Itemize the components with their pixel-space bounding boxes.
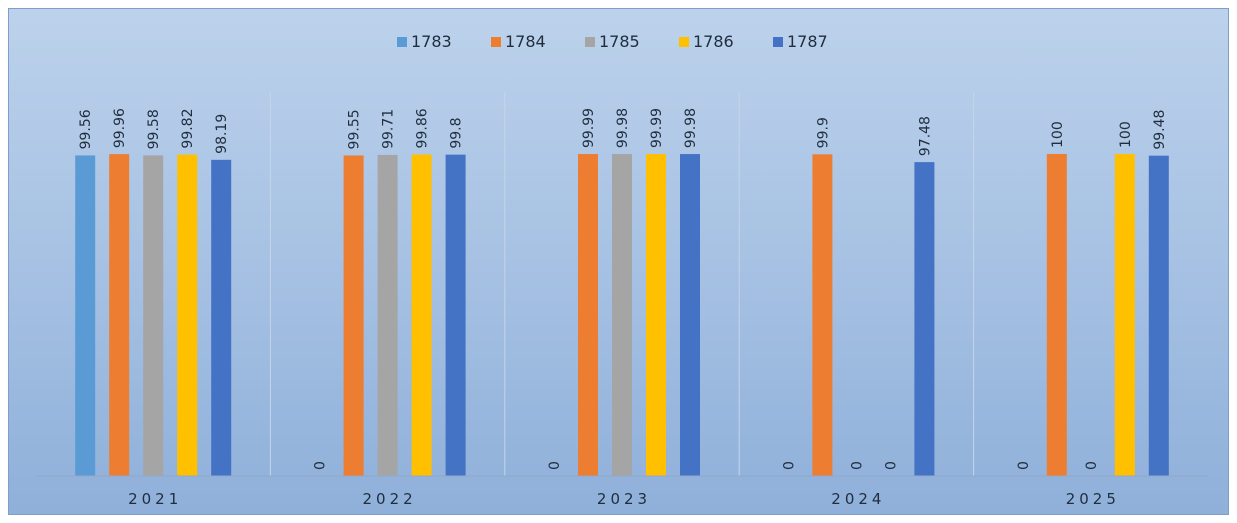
legend-swatch-1785 (585, 37, 595, 47)
bars (75, 154, 1169, 477)
legend-swatch-1787 (773, 37, 783, 47)
bar-2025-1784 (1046, 154, 1067, 476)
data-label-2024-1783: 0 (781, 461, 797, 470)
data-label-2024-1786: 0 (883, 461, 899, 470)
data-label-2025-1785: 0 (1084, 461, 1100, 470)
data-label-2022-1784: 99.55 (347, 109, 363, 149)
data-label-2021-1786: 99.82 (180, 108, 196, 148)
data-label-2023-1783: 0 (547, 461, 563, 470)
data-label-2021-1785: 99.58 (146, 109, 162, 149)
x-tick-label-2022: 2022 (363, 490, 417, 508)
data-label-2023-1787: 99.98 (683, 108, 699, 148)
bar-2021-1786 (177, 154, 198, 477)
x-tick-label-2025: 2025 (1066, 490, 1120, 508)
bar-2021-1784 (109, 154, 130, 477)
data-label-2025-1787: 99.48 (1152, 110, 1168, 150)
bar-2023-1784 (578, 154, 598, 476)
x-tick-label-2021: 2021 (128, 490, 182, 508)
data-label-2025-1784: 100 (1050, 121, 1066, 148)
bar-2021-1785 (143, 155, 164, 476)
x-axis-ticks: 2021 2022 2023 2024 2025 (128, 490, 1120, 508)
x-tick-label-2024: 2024 (831, 490, 885, 508)
bar-2021-1783 (75, 155, 96, 476)
data-label-2021-1784: 99.96 (112, 108, 128, 148)
bar-2025-1786 (1114, 154, 1135, 476)
legend-label-1787: 1787 (787, 32, 828, 51)
bar-2021-1787 (211, 159, 232, 477)
bar-2023-1786 (646, 154, 666, 476)
data-label-2025-1786: 100 (1118, 121, 1134, 148)
data-label-2022-1785: 99.71 (381, 109, 397, 149)
data-label-2023-1786: 99.99 (649, 108, 665, 148)
bar-2022-1785 (377, 154, 398, 476)
data-label-2021-1783: 99.56 (78, 109, 94, 149)
legend: 1783 1784 1785 1786 1787 (397, 32, 828, 51)
data-label-2021-1787: 98.19 (214, 114, 230, 154)
legend-swatch-1783 (397, 37, 407, 47)
legend-label-1786: 1786 (693, 32, 734, 51)
x-tick-label-2023: 2023 (597, 490, 651, 508)
data-label-2022-1783: 0 (313, 461, 329, 470)
data-label-2023-1785: 99.98 (615, 108, 631, 148)
bar-2025-1787 (1148, 155, 1169, 477)
data-label-2024-1785: 0 (849, 461, 865, 470)
legend-label-1784: 1784 (505, 32, 546, 51)
data-label-2022-1786: 99.86 (415, 108, 431, 148)
legend-label-1785: 1785 (599, 32, 640, 51)
data-label-2024-1784: 99.9 (815, 117, 831, 148)
data-labels: 99.56 99.96 99.58 99.82 98.19 0 99.55 99.71 99.8… (78, 108, 1168, 470)
category-separators (269, 92, 975, 476)
bar-2022-1786 (411, 154, 432, 476)
bar-2024-1787 (914, 162, 935, 477)
data-label-2024-1787: 97.48 (917, 116, 933, 156)
bar-2023-1785 (612, 154, 632, 477)
bar-2023-1787 (680, 154, 700, 477)
legend-swatch-1784 (491, 37, 501, 47)
bar-2022-1784 (343, 155, 364, 476)
data-label-2023-1784: 99.99 (581, 108, 597, 148)
bar-2022-1787 (445, 154, 466, 477)
bar-2024-1784 (812, 154, 833, 476)
legend-swatch-1786 (679, 37, 689, 47)
legend-label-1783: 1783 (411, 32, 452, 51)
data-label-2022-1787: 99.8 (449, 117, 465, 148)
data-label-2025-1783: 0 (1016, 461, 1032, 470)
